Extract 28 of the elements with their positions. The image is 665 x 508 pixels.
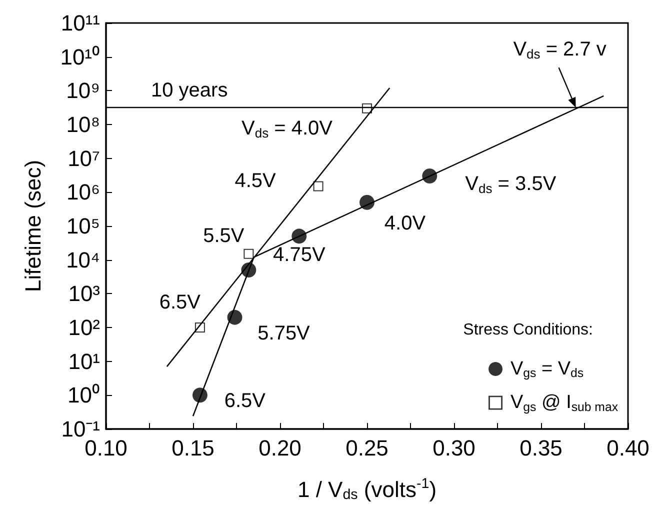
y-axis-title: Lifetime (sec) <box>20 160 46 292</box>
y-tick-label: 10⁴ <box>66 247 100 272</box>
y-tick-label: 10⁶ <box>66 180 100 205</box>
annotation: 4.0V <box>384 212 426 234</box>
y-tick-label: 10³ <box>68 281 100 306</box>
annotation: 5.75V <box>258 322 311 344</box>
y-tick-label: 10⁸ <box>66 112 100 137</box>
x-tick-label: 0.15 <box>172 436 214 460</box>
y-tick-label: 10⁵ <box>66 214 100 238</box>
annotation: 5.5V <box>203 224 245 247</box>
x-tick-label: 0.30 <box>432 436 476 460</box>
annotation: 4.75V <box>273 244 326 266</box>
legend-title: Stress Conditions: <box>463 322 594 338</box>
annotation: 6.5V <box>159 292 202 314</box>
x-tick-label: 0.40 <box>606 436 650 460</box>
y-tick-label: 10¹ <box>68 348 100 374</box>
y-tick-label: 10⁰ <box>68 382 100 408</box>
x-tick-label: 0.25 <box>346 436 388 460</box>
annotation: 4.5V <box>234 170 277 192</box>
y-tick-label: 10² <box>68 315 100 340</box>
y-tick-label: 10⁹ <box>66 78 100 104</box>
ref-line-label: 10 years <box>151 80 228 102</box>
y-tick-label: 10¹¹ <box>60 10 100 36</box>
x-tick-label: 0.20 <box>258 436 302 460</box>
x-tick-label: 0.35 <box>520 436 562 460</box>
y-tick-label: 10¹⁰ <box>60 44 100 70</box>
annotation: 6.5V <box>224 390 266 412</box>
y-tick-label: 10⁷ <box>68 146 100 171</box>
